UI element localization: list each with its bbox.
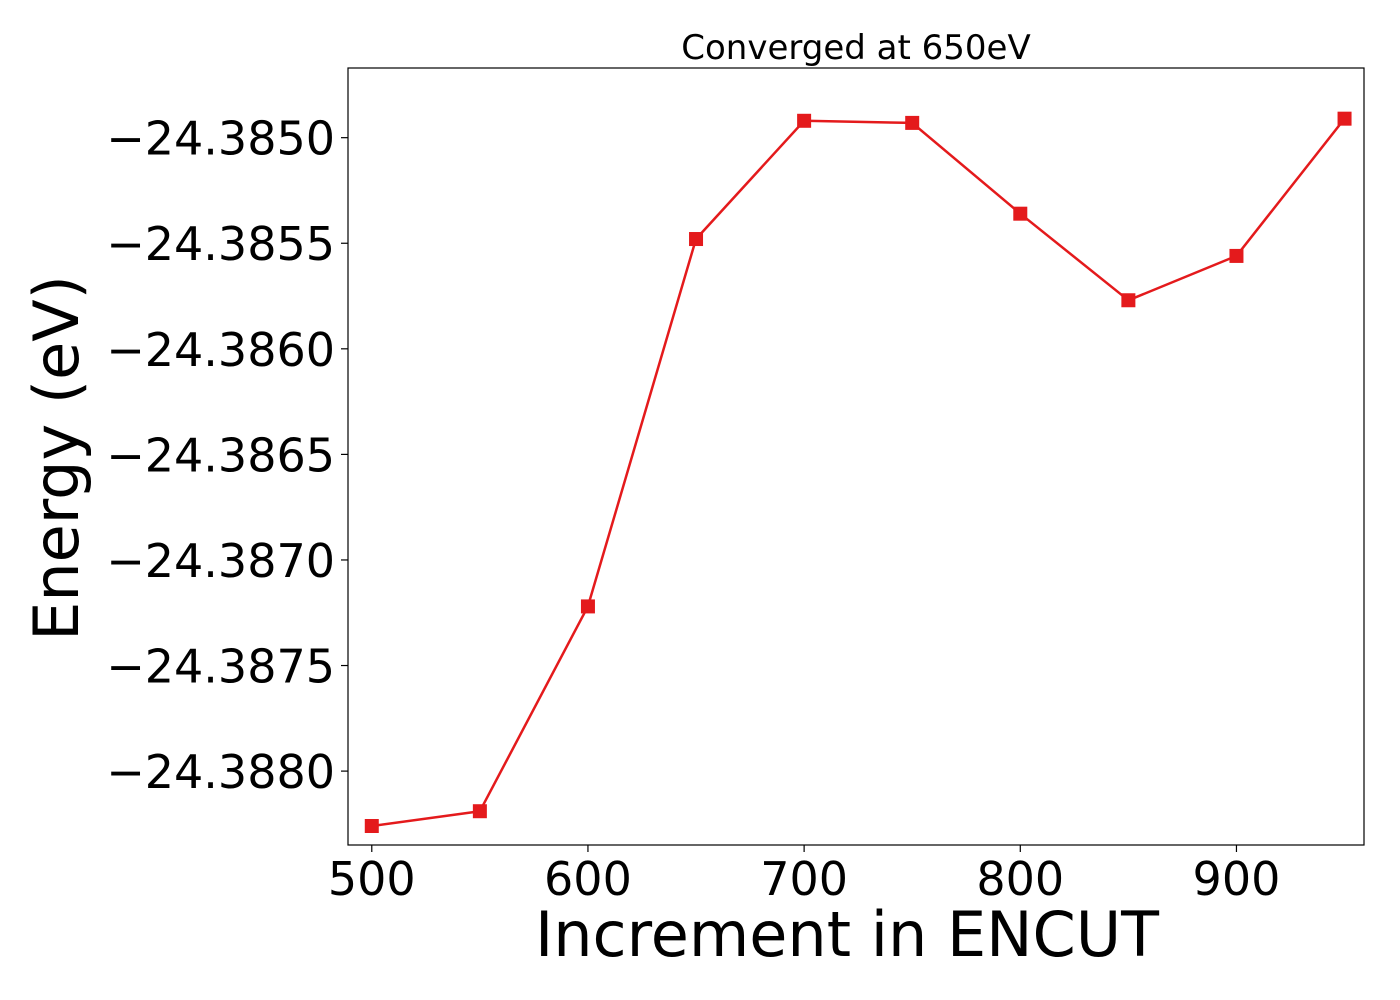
series-line [371, 117, 1346, 828]
data-point-marker [797, 113, 812, 128]
x-tick-label: 900 [1193, 852, 1281, 906]
plot-area-frame [347, 67, 1365, 846]
y-tick-label: −24.3875 [106, 640, 335, 694]
data-point-marker [1337, 111, 1352, 126]
y-tick-label: −24.3855 [106, 217, 335, 271]
y-tick-label: −24.3870 [106, 534, 335, 588]
series-layer [364, 111, 1352, 833]
x-tick-label: 500 [328, 852, 416, 906]
data-point-marker [1121, 293, 1136, 308]
x-axis: 500 600 700 800 900 [328, 845, 1280, 906]
chart-title: Converged at 650eV [681, 28, 1030, 68]
y-axis: −24.3880 −24.3875 −24.3870 −24.3865 −24.3860… [106, 112, 348, 799]
x-tick-label: 800 [976, 852, 1064, 906]
data-point-marker [1013, 206, 1028, 221]
y-tick-label: −24.3850 [106, 112, 335, 166]
data-point-marker [364, 818, 379, 833]
y-tick-label: −24.3860 [106, 323, 335, 377]
data-point-marker [905, 115, 920, 130]
data-point-marker [472, 804, 487, 819]
y-tick-label: −24.3880 [106, 745, 335, 799]
x-tick-label: 700 [760, 852, 848, 906]
y-axis-label: Energy (eV) [20, 275, 93, 641]
x-tick-label: 600 [544, 852, 632, 906]
data-point-marker [1229, 248, 1244, 263]
y-tick-label: −24.3865 [106, 428, 335, 482]
data-point-marker [689, 232, 704, 247]
x-axis-label: Increment in ENCUT [535, 898, 1160, 971]
data-point-marker [580, 599, 595, 614]
